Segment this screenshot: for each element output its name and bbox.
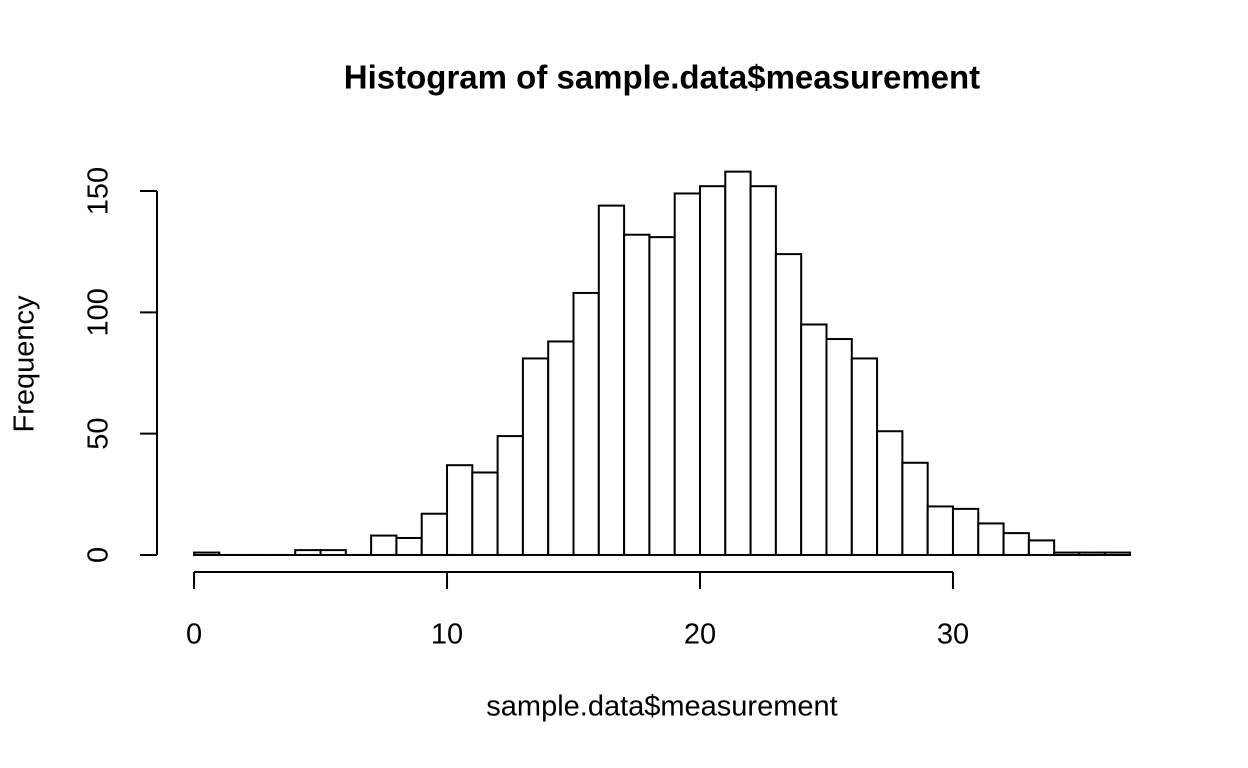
bar (774, 253, 803, 556)
bar (319, 549, 347, 556)
bar (623, 233, 651, 556)
bar (800, 323, 828, 556)
y-tick-label: 0 (83, 547, 115, 563)
bar (724, 170, 752, 556)
x-tick-label: 30 (937, 619, 969, 651)
bar (977, 522, 1005, 556)
bar (572, 291, 600, 556)
bar (951, 507, 980, 556)
bar (1027, 539, 1056, 556)
bar (1103, 551, 1132, 556)
bar (825, 338, 853, 556)
bar (926, 505, 954, 556)
bar (901, 461, 929, 556)
x-tick-label: 20 (684, 619, 716, 651)
bar (395, 536, 423, 556)
y-tick-label: 50 (83, 418, 115, 450)
bar (547, 340, 575, 556)
bar (370, 534, 398, 556)
bar (850, 357, 879, 556)
bar (446, 464, 474, 556)
bar (597, 204, 626, 556)
x-tick-label: 10 (431, 619, 463, 651)
bar (496, 435, 524, 556)
bar (698, 185, 727, 556)
bar (673, 192, 701, 556)
y-axis-label: Frequency (9, 295, 41, 433)
bar (876, 430, 904, 556)
y-tick-label: 100 (83, 288, 115, 336)
bar (471, 471, 499, 556)
bar (193, 551, 221, 556)
x-axis-label: sample.data$measurement (486, 691, 837, 723)
bar (420, 512, 449, 556)
bar (1078, 551, 1106, 556)
bar (1002, 532, 1030, 556)
chart-title: Histogram of sample.data$measurement (344, 59, 980, 96)
bar (749, 185, 777, 556)
y-tick-label: 150 (83, 167, 115, 215)
x-tick-label: 0 (186, 619, 202, 651)
bar (294, 549, 322, 556)
bar (1053, 551, 1081, 556)
bar (648, 236, 676, 556)
bar (521, 357, 550, 556)
